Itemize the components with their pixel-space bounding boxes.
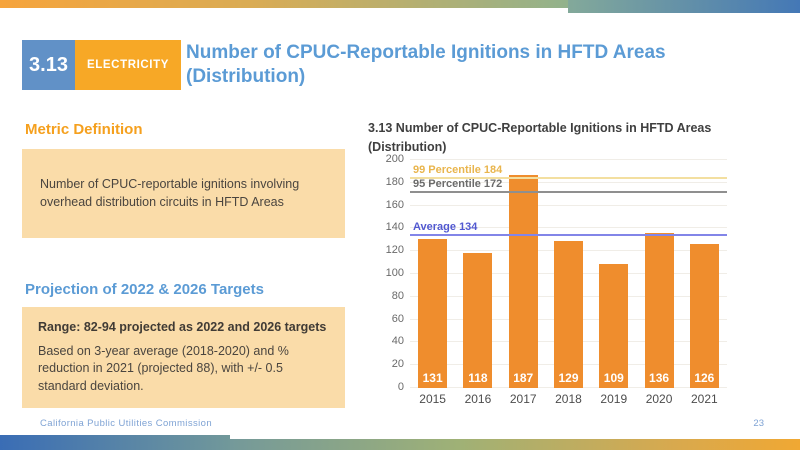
page-title: Number of CPUC-Reportable Ignitions in H… <box>186 42 666 87</box>
grid-line <box>410 181 727 183</box>
bar: 131 <box>418 238 448 388</box>
y-tick-label: 180 <box>385 175 404 188</box>
bar-value-label: 118 <box>468 371 488 385</box>
bar: 129 <box>554 240 583 388</box>
x-tick-label: 2020 <box>645 392 673 406</box>
metric-number-badge: 3.13 <box>22 40 75 90</box>
metric-definition-text: Number of CPUC-reportable ignitions invo… <box>40 177 300 209</box>
bar-value-label: 126 <box>694 371 715 385</box>
y-tick-label: 0 <box>397 381 404 393</box>
x-tick-label: 2018 <box>555 392 582 406</box>
x-tick-label: 2015 <box>419 392 446 406</box>
top-gradient-bar-left <box>0 0 568 8</box>
reference-line <box>410 190 727 193</box>
y-tick-label: 160 <box>385 198 404 211</box>
x-tick-label: 2019 <box>600 392 628 406</box>
reference-line-label: 95 Percentile 172 <box>413 177 503 190</box>
y-tick-label: 120 <box>385 244 404 257</box>
y-tick-label: 20 <box>391 358 404 371</box>
projection-range-text: Range: 82-94 projected as 2022 and 2026 … <box>38 320 327 334</box>
grid-line <box>410 227 727 229</box>
y-tick-label: 100 <box>385 267 404 279</box>
bar-value-label: 109 <box>603 371 624 385</box>
projection-body-text: Based on 3-year average (2018-2020) and … <box>38 344 289 393</box>
metric-definition-box: Number of CPUC-reportable ignitions invo… <box>22 149 345 238</box>
x-tick-label: 2016 <box>464 392 492 406</box>
bottom-gradient-bar-left <box>0 435 230 450</box>
grid-line <box>410 159 727 161</box>
x-tick-label: 2021 <box>690 392 718 406</box>
chart-title: 3.13 Number of CPUC-Reportable Ignitions… <box>368 121 712 154</box>
bar: 126 <box>689 244 719 388</box>
bar-value-label: 131 <box>422 371 443 385</box>
projection-heading: Projection of 2022 & 2026 Targets <box>25 281 264 298</box>
bar-value-label: 136 <box>649 371 670 385</box>
bar: 109 <box>599 263 629 388</box>
bottom-gradient-bar-right <box>230 439 800 450</box>
bar-value-label: 129 <box>558 371 579 385</box>
chart-y-axis: 0 20 40 60 80 100 120 140 160 180 200 <box>368 153 404 393</box>
chart-x-axis: 2015 2016 2017 2018 2019 2020 2021 <box>410 392 727 408</box>
y-tick-label: 80 <box>391 289 404 302</box>
metric-definition-heading: Metric Definition <box>25 121 143 138</box>
top-gradient-bar-right <box>568 0 800 13</box>
y-tick-label: 60 <box>391 312 404 325</box>
y-tick-label: 200 <box>385 153 404 165</box>
category-badge: ELECTRICITY <box>75 40 181 90</box>
y-tick-label: 140 <box>385 221 404 234</box>
bar: 187 <box>508 174 538 388</box>
bar-value-label: 187 <box>513 371 534 385</box>
bar: 118 <box>463 253 493 388</box>
reference-line-label: Average 134 <box>413 221 478 234</box>
reference-line <box>410 234 727 237</box>
grid-line <box>410 204 727 206</box>
reference-line <box>410 177 727 180</box>
projection-box: Range: 82-94 projected as 2022 and 2026 … <box>22 307 345 408</box>
footer-organization: California Public Utilities Commission <box>40 418 212 429</box>
bar: 136 <box>644 232 674 388</box>
chart-plot: 131 118 187 129 109 136 126 99 Percentile 184 95… <box>410 159 727 388</box>
page-number: 23 <box>753 418 764 429</box>
x-tick-label: 2017 <box>509 392 537 406</box>
reference-line-label: 99 Percentile 184 <box>413 164 503 177</box>
y-tick-label: 40 <box>391 335 404 348</box>
